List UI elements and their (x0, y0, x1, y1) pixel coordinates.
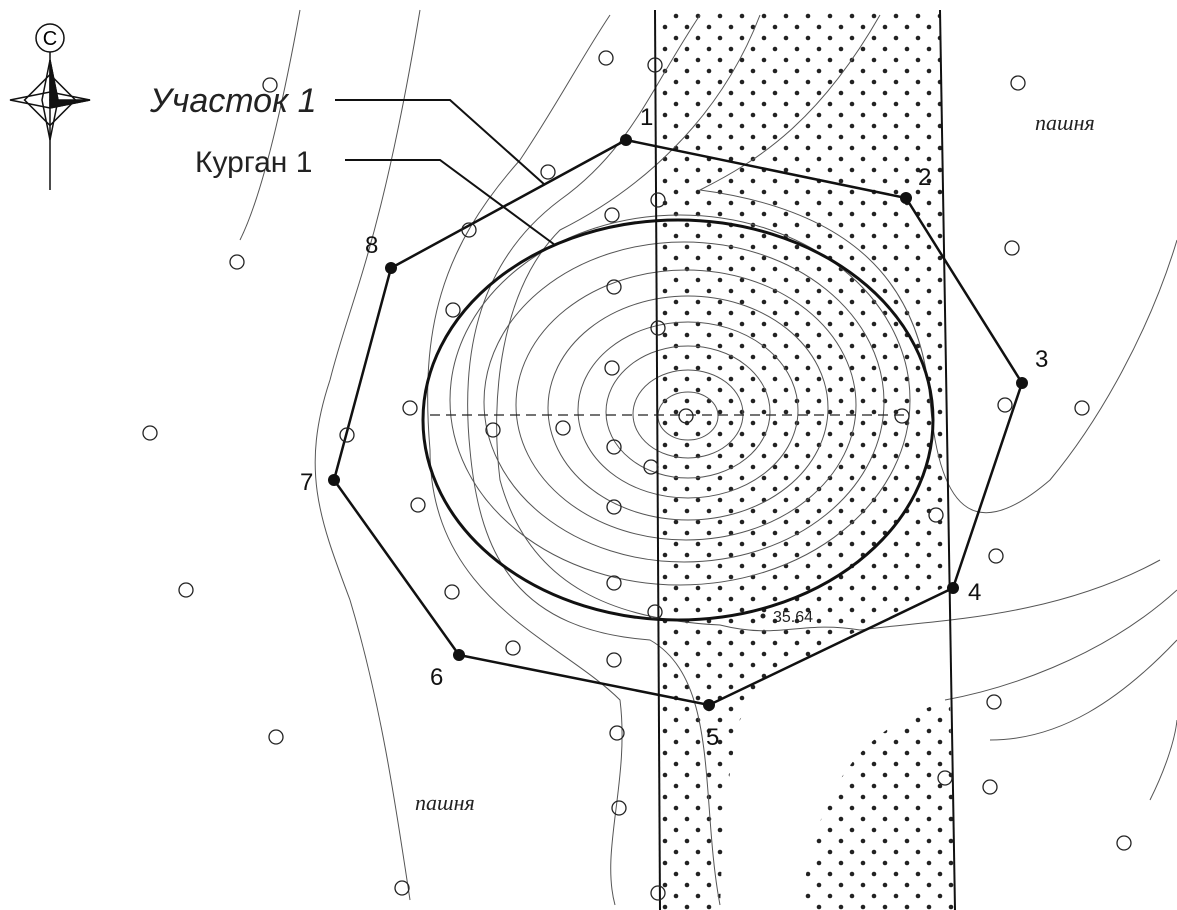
survey-point (900, 192, 912, 204)
point-label: 3 (1035, 346, 1048, 373)
survey-point (1016, 377, 1028, 389)
compass-label: С (43, 28, 57, 50)
point-label: 2 (918, 164, 931, 191)
background (0, 0, 1177, 910)
point-label: 5 (706, 724, 719, 751)
point-label: 6 (430, 664, 443, 691)
survey-point (385, 262, 397, 274)
point-label: 8 (365, 232, 378, 259)
survey-point (328, 474, 340, 486)
map: С Участок 1 Курган 1 пашня пашня 35.64 1… (0, 0, 1177, 910)
field-label: пашня (1035, 110, 1095, 135)
plot-label: Участок 1 (149, 82, 317, 120)
survey-point (703, 699, 715, 711)
field-label: пашня (415, 790, 475, 815)
point-label: 4 (968, 579, 981, 606)
page: С Участок 1 Курган 1 пашня пашня 35.64 1… (0, 0, 1177, 910)
survey-point (947, 582, 959, 594)
mound-label: Курган 1 (195, 146, 312, 179)
survey-point (620, 134, 632, 146)
elevation-point (761, 614, 766, 619)
point-label: 1 (640, 104, 653, 131)
elevation-label: 35.64 (773, 609, 813, 626)
point-label: 7 (300, 469, 313, 496)
survey-point (453, 649, 465, 661)
